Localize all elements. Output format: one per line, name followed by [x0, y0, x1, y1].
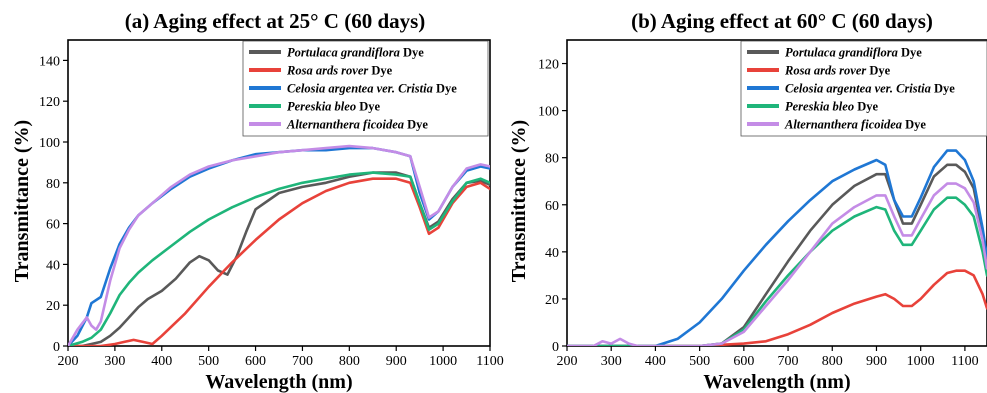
x-tick-label: 1000	[429, 354, 457, 369]
y-tick-label: 20	[46, 299, 60, 314]
plot-frame	[566, 39, 987, 347]
x-tick-label: 400	[151, 354, 172, 369]
x-tick-label: 700	[292, 354, 313, 369]
x-tick-label: 600	[733, 354, 754, 369]
legend-box	[242, 40, 489, 137]
legend-label: Rosa ards rover Dye	[286, 64, 393, 78]
x-tick-label: 1100	[476, 354, 503, 369]
y-axis-label: Transmittance (%)	[508, 120, 530, 282]
x-tick-label: 500	[689, 354, 710, 369]
legend-label: Alternanthera ficoidea Dye	[784, 118, 926, 132]
legend-label-suffix: Dye	[356, 100, 380, 114]
x-tick-label: 900	[386, 354, 407, 369]
y-tick-label: 20	[545, 293, 559, 308]
y-tick-label: 100	[538, 105, 559, 120]
x-tick-label: 200	[58, 354, 79, 369]
y-tick-label: 0	[53, 340, 60, 355]
y-tick-label: 140	[39, 54, 60, 69]
legend-label-species: Pereskia bleo	[287, 100, 356, 114]
y-tick-label: 40	[46, 258, 60, 273]
legend-label-species: Portulaca grandiflora	[287, 46, 400, 60]
legend-label-suffix: Dye	[902, 118, 926, 132]
x-tick-label: 600	[245, 354, 266, 369]
legend-label-suffix: Dye	[404, 118, 428, 132]
legend-label: Rosa ards rover Dye	[784, 64, 891, 78]
y-tick-label: 80	[545, 152, 559, 167]
legend-label-suffix: Dye	[400, 46, 424, 60]
legend-label: Celosia argentea ver. Cristia Dye	[785, 82, 955, 96]
series-line-1	[68, 171, 490, 346]
y-tick-label: 100	[39, 136, 60, 151]
series-group	[68, 144, 490, 346]
legend-label-species: Rosa ards rover	[286, 64, 368, 78]
plot-frame	[67, 39, 491, 347]
legend-box	[740, 40, 987, 137]
legend-label-species: Alternanthera ficoidea	[784, 118, 902, 132]
chart-panel-a: (a) Aging effect at 25° C (60 days)200 30…	[11, 9, 504, 393]
x-tick-label: 300	[601, 354, 622, 369]
legend-label-species: Portulaca grandiflora	[785, 46, 898, 60]
x-axis-label: Wavelength (nm)	[205, 371, 352, 393]
x-tick-label: 800	[339, 354, 360, 369]
chart-panel-b: (b) Aging effect at 60° C (60 days)200 30…	[508, 9, 987, 393]
legend-label-species: Rosa ards rover	[784, 64, 866, 78]
legend-label: Portulaca grandiflora Dye	[287, 46, 424, 60]
legend-label-species: Pereskia bleo	[785, 100, 854, 114]
chart-title: (a) Aging effect at 25° C (60 days)	[125, 9, 426, 33]
y-tick-label: 120	[39, 95, 60, 110]
x-tick-label: 1000	[907, 354, 935, 369]
series-line-5	[68, 144, 490, 346]
y-tick-label: 40	[545, 246, 559, 261]
legend-label: Pereskia bleo Dye	[287, 100, 380, 114]
chart-title: (b) Aging effect at 60° C (60 days)	[631, 9, 933, 33]
series-line-4	[567, 196, 987, 346]
legend-label-suffix: Dye	[866, 64, 890, 78]
series-group	[567, 149, 987, 346]
x-tick-label: 700	[778, 354, 799, 369]
x-tick-label: 800	[822, 354, 843, 369]
x-tick-label: 400	[645, 354, 666, 369]
series-line-5	[567, 182, 987, 346]
series-line-2	[567, 269, 987, 346]
series-line-3	[567, 149, 987, 346]
legend-label: Portulaca grandiflora Dye	[785, 46, 922, 60]
y-tick-label: 80	[46, 177, 60, 192]
legend-label-species: Celosia argentea ver. Cristia	[287, 82, 433, 96]
y-tick-label: 120	[538, 58, 559, 73]
legend-label-suffix: Dye	[368, 64, 392, 78]
y-tick-label: 60	[545, 199, 559, 214]
x-tick-label: 900	[866, 354, 887, 369]
legend-label-species: Celosia argentea ver. Cristia	[785, 82, 931, 96]
legend-label-suffix: Dye	[931, 82, 955, 96]
legend-label: Alternanthera ficoidea Dye	[286, 118, 428, 132]
legend-label: Celosia argentea ver. Cristia Dye	[287, 82, 457, 96]
legend-label-suffix: Dye	[898, 46, 922, 60]
x-axis-label: Wavelength (nm)	[703, 371, 850, 393]
y-axis-label: Transmittance (%)	[11, 120, 33, 282]
series-line-4	[68, 171, 490, 346]
legend-label-species: Alternanthera ficoidea	[286, 118, 404, 132]
legend-label-suffix: Dye	[854, 100, 878, 114]
x-tick-label: 1100	[951, 354, 978, 369]
legend-label: Pereskia bleo Dye	[785, 100, 878, 114]
x-tick-label: 500	[198, 354, 219, 369]
legend-label-suffix: Dye	[433, 82, 457, 96]
y-tick-label: 0	[552, 340, 559, 355]
y-tick-label: 60	[46, 218, 60, 233]
x-tick-label: 300	[104, 354, 125, 369]
x-tick-label: 200	[557, 354, 578, 369]
series-line-2	[68, 177, 490, 346]
